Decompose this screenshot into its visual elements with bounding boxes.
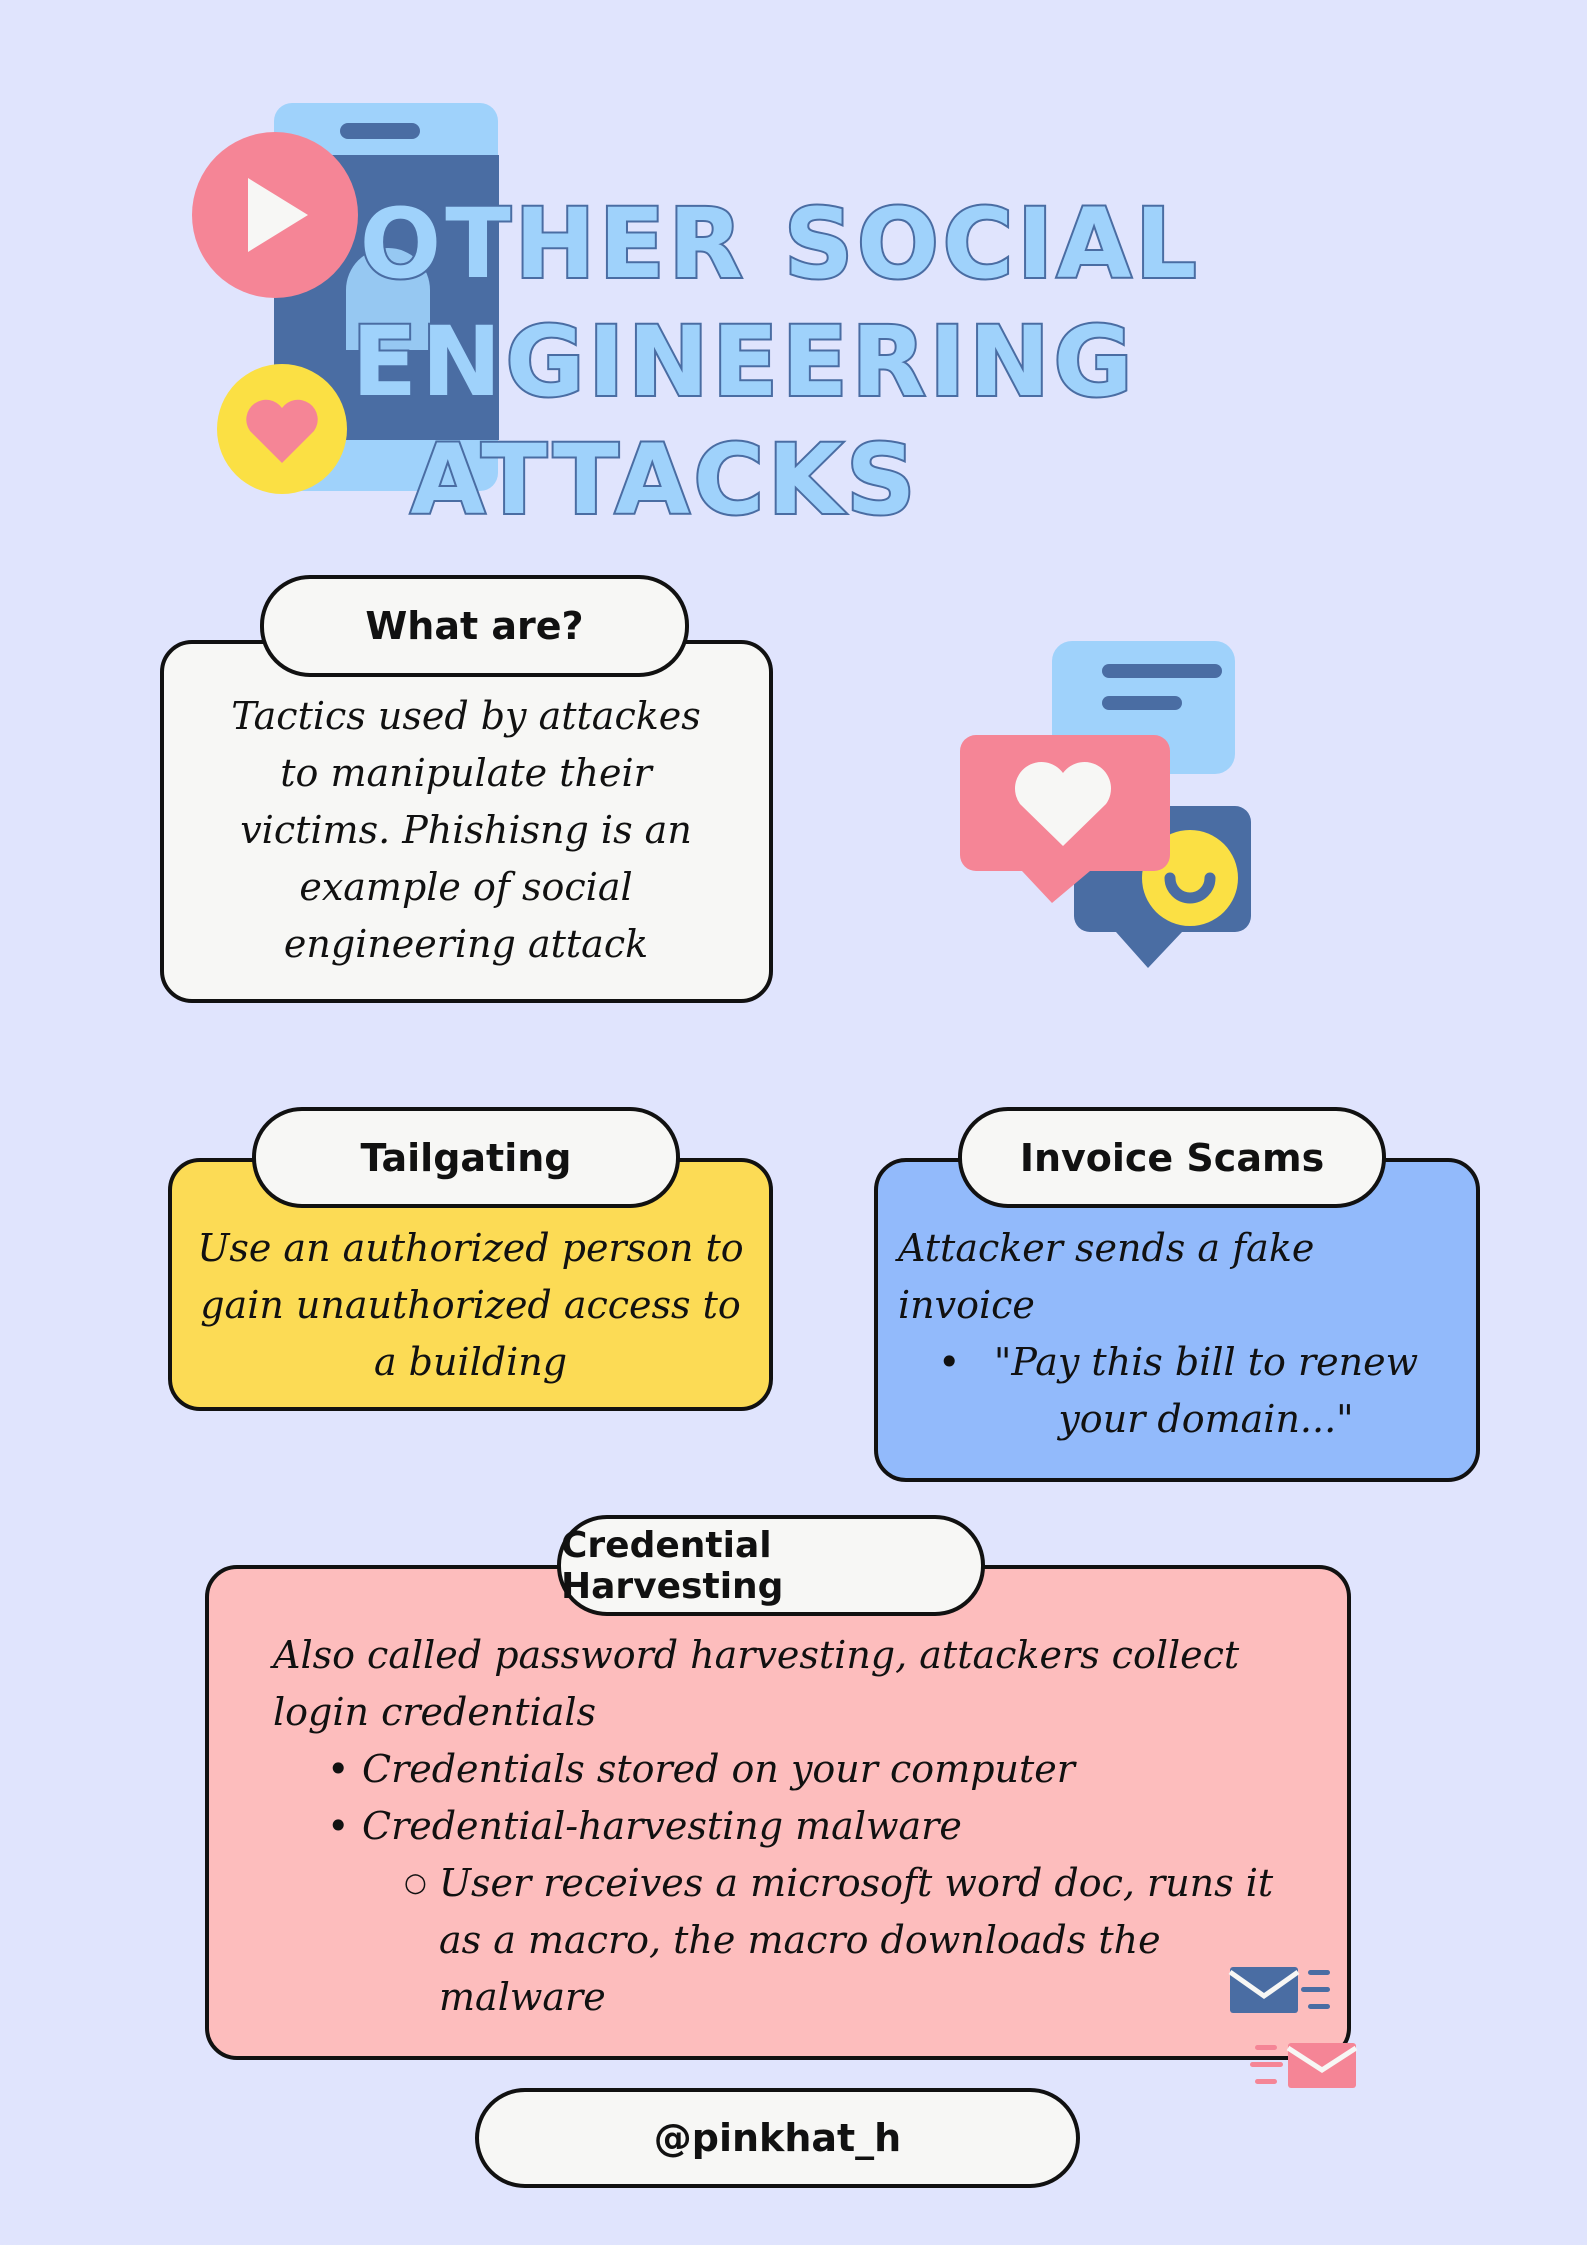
bullet-dot: • [327, 1804, 350, 1848]
credential-bullet-1: Credentials stored on your computer [362, 1747, 1075, 1791]
credential-bullet-2: Credential-harvesting malware [362, 1804, 962, 1848]
list-item: • Credentials stored on your computer [327, 1741, 1227, 1798]
title-line-1: Other Social [358, 186, 1201, 302]
credential-sub-bullet: User receives a microsoft word doc, runs… [439, 1861, 1274, 2019]
list-item: • Credential-harvesting malware [327, 1798, 1227, 1855]
bullet-dot: • [938, 1340, 961, 1384]
what-are-label: What are? [260, 575, 689, 677]
mail-icon [1228, 1967, 1358, 2088]
footer-handle[interactable]: @pinkhat_h [475, 2088, 1080, 2188]
play-icon [192, 132, 358, 298]
bullet-dot: • [327, 1747, 350, 1791]
title-line-2: Engineering [350, 304, 1137, 420]
credential-label: Credential Harvesting [557, 1515, 985, 1616]
what-are-card: Tactics used by attackes to manipulate t… [160, 640, 773, 1003]
chat-bubbles-icon [960, 641, 1251, 968]
credential-sub-list: ○ User receives a microsoft word doc, ru… [404, 1855, 1274, 2026]
tailgating-text: Use an authorized person to gain unautho… [197, 1226, 744, 1384]
invoice-label: Invoice Scams [958, 1107, 1386, 1208]
invoice-bullet-list: • "Pay this bill to renew your domain...… [938, 1334, 1446, 1448]
invoice-card: Attacker sends a fake invoice • "Pay thi… [874, 1158, 1480, 1482]
sub-bullet-circle: ○ [404, 1868, 427, 1898]
credential-bullet-list: • Credentials stored on your computer • … [327, 1741, 1227, 1855]
what-are-text: Tactics used by attackes to manipulate t… [231, 694, 701, 966]
credential-card: Also called password harvesting, attacke… [205, 1565, 1351, 2060]
page-title: Other Social Engineering Attacks [330, 185, 1230, 539]
list-item: ○ User receives a microsoft word doc, ru… [404, 1855, 1274, 2026]
phone-illustration [190, 100, 510, 500]
invoice-text: Attacker sends a fake invoice [898, 1226, 1315, 1327]
title-line-3: Attacks [409, 422, 920, 538]
heart-badge-icon [217, 364, 347, 494]
credential-text: Also called password harvesting, attacke… [273, 1633, 1240, 1734]
tailgating-label: Tailgating [252, 1107, 680, 1208]
invoice-bullet-text: "Pay this bill to renew your domain..." [993, 1340, 1419, 1441]
list-item: • "Pay this bill to renew your domain...… [938, 1334, 1446, 1448]
